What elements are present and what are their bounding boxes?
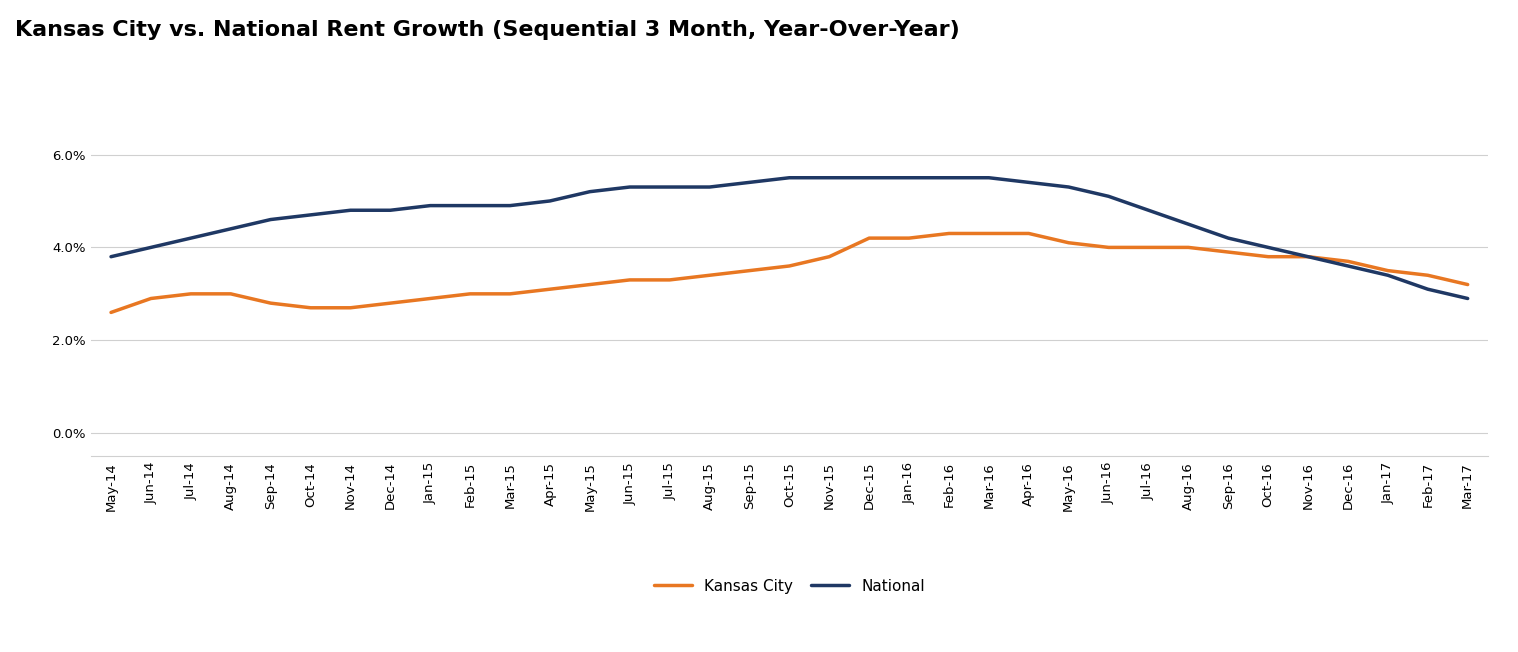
- National: [102, 253, 120, 261]
- National: [222, 225, 240, 233]
- National: [261, 216, 279, 224]
- Kansas City: [820, 253, 838, 261]
- National: [1459, 295, 1477, 303]
- National: [420, 201, 439, 209]
- National: [1258, 243, 1277, 251]
- Kansas City: [1020, 230, 1038, 237]
- National: [1378, 271, 1397, 279]
- National: [1179, 220, 1198, 228]
- National: [1020, 179, 1038, 186]
- Legend: Kansas City, National: Kansas City, National: [647, 572, 932, 600]
- National: [979, 174, 997, 182]
- Kansas City: [1378, 267, 1397, 274]
- Kansas City: [1339, 258, 1357, 265]
- Kansas City: [741, 267, 759, 274]
- Line: National: National: [111, 178, 1468, 299]
- National: [700, 183, 718, 191]
- Kansas City: [700, 271, 718, 279]
- National: [342, 206, 360, 214]
- Text: Kansas City vs. National Rent Growth (Sequential 3 Month, Year-Over-Year): Kansas City vs. National Rent Growth (Se…: [15, 20, 959, 40]
- Kansas City: [979, 230, 997, 237]
- National: [900, 174, 918, 182]
- Kansas City: [461, 290, 480, 298]
- Kansas City: [581, 280, 600, 288]
- Kansas City: [621, 276, 639, 284]
- Kansas City: [381, 299, 399, 307]
- Kansas City: [501, 290, 519, 298]
- National: [1299, 253, 1318, 261]
- National: [660, 183, 679, 191]
- National: [1419, 286, 1438, 293]
- Kansas City: [420, 295, 439, 303]
- National: [540, 197, 559, 205]
- National: [1140, 206, 1158, 214]
- Kansas City: [940, 230, 958, 237]
- Kansas City: [1219, 248, 1237, 256]
- National: [780, 174, 798, 182]
- Kansas City: [182, 290, 200, 298]
- Kansas City: [141, 295, 159, 303]
- Kansas City: [1258, 253, 1277, 261]
- National: [940, 174, 958, 182]
- National: [1060, 183, 1078, 191]
- National: [861, 174, 879, 182]
- National: [741, 179, 759, 186]
- Kansas City: [342, 304, 360, 312]
- National: [1339, 262, 1357, 270]
- Kansas City: [1140, 243, 1158, 251]
- Kansas City: [900, 234, 918, 242]
- National: [820, 174, 838, 182]
- Kansas City: [302, 304, 320, 312]
- Kansas City: [102, 308, 120, 316]
- Kansas City: [660, 276, 679, 284]
- Kansas City: [1299, 253, 1318, 261]
- Kansas City: [780, 262, 798, 270]
- Kansas City: [1060, 239, 1078, 246]
- Kansas City: [540, 286, 559, 293]
- Kansas City: [1459, 280, 1477, 288]
- Kansas City: [861, 234, 879, 242]
- National: [461, 201, 480, 209]
- Line: Kansas City: Kansas City: [111, 233, 1468, 312]
- Kansas City: [222, 290, 240, 298]
- National: [1219, 234, 1237, 242]
- National: [141, 243, 159, 251]
- National: [302, 211, 320, 219]
- National: [182, 234, 200, 242]
- National: [621, 183, 639, 191]
- Kansas City: [1099, 243, 1117, 251]
- National: [381, 206, 399, 214]
- National: [501, 201, 519, 209]
- National: [581, 188, 600, 196]
- National: [1099, 192, 1117, 200]
- Kansas City: [1419, 271, 1438, 279]
- Kansas City: [1179, 243, 1198, 251]
- Kansas City: [261, 299, 279, 307]
